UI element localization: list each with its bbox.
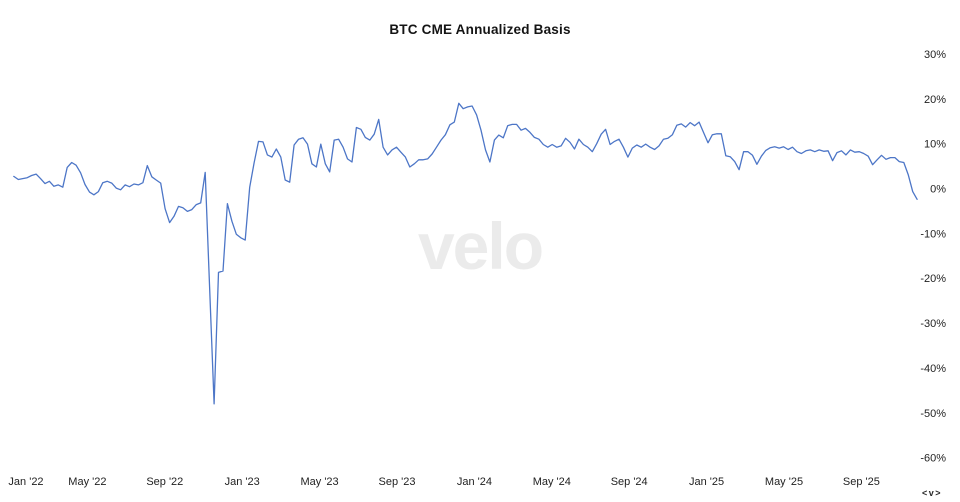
x-tick-label: May '24 — [533, 476, 571, 488]
y-tick-label: -60% — [920, 453, 946, 465]
x-tick-label: Sep '23 — [379, 476, 416, 488]
x-tick-label: Sep '25 — [843, 476, 880, 488]
x-tick-label: Jan '24 — [457, 476, 492, 488]
x-tick-label: May '23 — [301, 476, 339, 488]
y-tick-label: -50% — [920, 408, 946, 420]
y-tick-label: 20% — [924, 94, 946, 106]
velo-watermark: velo — [417, 209, 544, 283]
x-tick-label: Sep '24 — [611, 476, 648, 488]
x-tick-label: May '25 — [765, 476, 803, 488]
x-tick-label: Jan '25 — [689, 476, 724, 488]
x-tick-label: Jan '23 — [225, 476, 260, 488]
y-tick-label: 0% — [930, 184, 946, 196]
chart-title: BTC CME Annualized Basis — [389, 22, 571, 37]
basis-line[interactable] — [13, 102, 918, 405]
x-tick-label: Sep '22 — [146, 476, 183, 488]
x-tick-label: May '22 — [68, 476, 106, 488]
y-tick-label: -30% — [920, 318, 946, 330]
y-tick-label: 30% — [924, 49, 946, 61]
y-tick-label: -40% — [920, 363, 946, 375]
y-tick-label: 10% — [924, 139, 946, 151]
y-tick-label: -10% — [920, 228, 946, 240]
x-tick-label: Jan '22 — [8, 476, 43, 488]
y-tick-label: -20% — [920, 273, 946, 285]
velo-logo-mark: <v> — [921, 488, 942, 498]
